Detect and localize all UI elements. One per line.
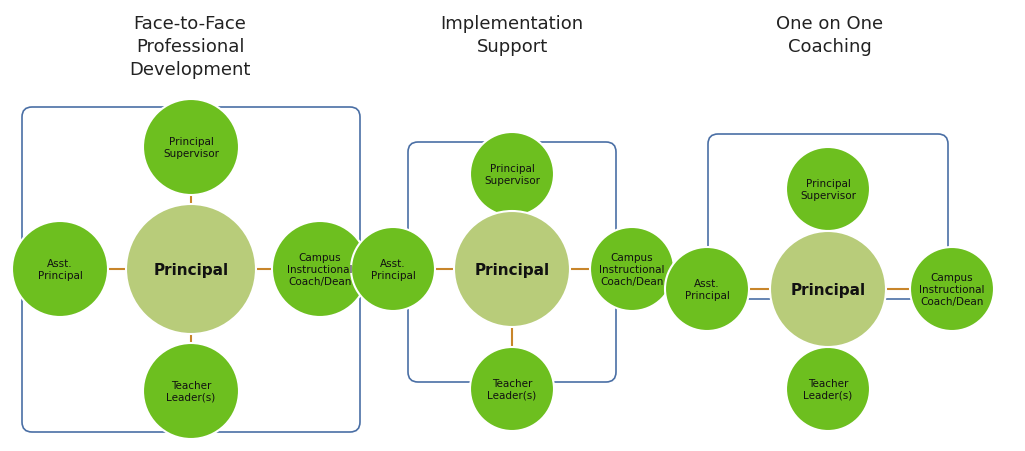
Text: Teacher
Leader(s): Teacher Leader(s) (166, 380, 215, 402)
Text: Asst.
Principal: Asst. Principal (685, 279, 730, 300)
FancyBboxPatch shape (408, 143, 616, 382)
Circle shape (786, 347, 870, 431)
Circle shape (272, 221, 368, 318)
FancyBboxPatch shape (708, 135, 948, 299)
Circle shape (470, 133, 554, 216)
Text: One on One
Coaching: One on One Coaching (777, 15, 884, 56)
Text: Principal
Supervisor: Principal Supervisor (484, 164, 540, 185)
Circle shape (144, 100, 239, 196)
Circle shape (910, 248, 994, 331)
Circle shape (470, 347, 554, 431)
Text: Teacher
Leader(s): Teacher Leader(s) (487, 378, 537, 400)
FancyBboxPatch shape (22, 108, 360, 432)
Text: Principal
Supervisor: Principal Supervisor (163, 137, 219, 158)
Text: Principal: Principal (790, 282, 865, 297)
Circle shape (144, 343, 239, 439)
Circle shape (12, 221, 108, 318)
Text: Campus
Instructional
Coach/Dean: Campus Instructional Coach/Dean (919, 273, 985, 306)
Text: Campus
Instructional
Coach/Dean: Campus Instructional Coach/Dean (287, 253, 353, 286)
Text: Principal: Principal (154, 262, 229, 277)
Text: Principal: Principal (475, 262, 549, 277)
Text: Face-to-Face
Professional
Development: Face-to-Face Professional Development (129, 15, 251, 78)
Text: Campus
Instructional
Coach/Dean: Campus Instructional Coach/Dean (600, 253, 665, 286)
Circle shape (351, 227, 435, 311)
Circle shape (786, 147, 870, 231)
Text: Principal
Supervisor: Principal Supervisor (800, 179, 856, 200)
Circle shape (770, 231, 886, 347)
Circle shape (126, 205, 256, 334)
Circle shape (590, 227, 674, 311)
Text: Asst.
Principal: Asst. Principal (38, 258, 82, 280)
Text: Teacher
Leader(s): Teacher Leader(s) (804, 378, 853, 400)
Circle shape (454, 212, 570, 327)
Text: Asst.
Principal: Asst. Principal (371, 258, 415, 280)
Circle shape (665, 248, 749, 331)
Text: Implementation
Support: Implementation Support (441, 15, 583, 56)
